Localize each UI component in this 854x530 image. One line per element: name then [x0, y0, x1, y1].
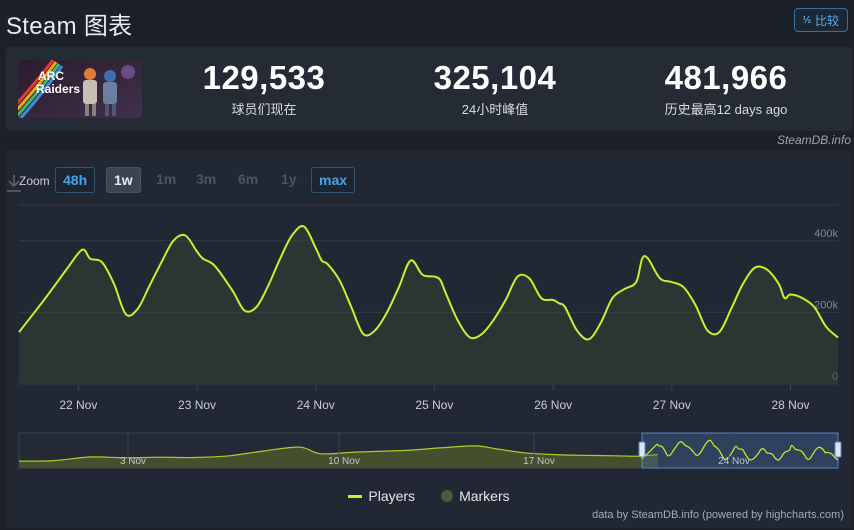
- navigator[interactable]: 3 Nov 10 Nov 17 Nov 24 Nov: [18, 432, 842, 469]
- legend-players-swatch: [348, 494, 363, 498]
- stat-current-value: 129,533: [202, 59, 326, 96]
- stat-24h-peak-value: 325,104: [433, 59, 557, 96]
- chart-panel: Zoom 48h 1w 1m 3m 6m 1y max 0 200k 400k 22…: [6, 150, 852, 528]
- legend-markers[interactable]: Markers: [441, 488, 510, 504]
- y-tick-label: 200k: [814, 299, 838, 311]
- x-tick-label: 27 Nov: [653, 398, 691, 412]
- x-tick-label: 28 Nov: [772, 398, 810, 412]
- legend-markers-swatch: [441, 490, 454, 502]
- stat-24h-peak: 325,104 24小时峰值: [395, 59, 595, 118]
- x-tick-label: 25 Nov: [415, 398, 453, 412]
- game-logo[interactable]: ARC Raiders: [18, 60, 142, 118]
- zoom-48h-button[interactable]: 48h: [55, 167, 96, 193]
- page-title: Steam 图表: [6, 13, 133, 40]
- navigator-tick-label: 10 Nov: [328, 456, 360, 467]
- x-tick-label: 26 Nov: [534, 398, 572, 412]
- zoom-3m-button[interactable]: 3m: [196, 171, 217, 187]
- players-area: [19, 226, 838, 384]
- legend-markers-label: Markers: [459, 488, 510, 504]
- x-tick-label: 22 Nov: [59, 398, 97, 412]
- navigator-tick-label: 17 Nov: [523, 456, 555, 467]
- player-chart: 0 200k 400k 22 Nov 23 Nov 24 Nov 25 Nov 26 Nov…: [18, 204, 842, 469]
- zoom-label: Zoom: [19, 174, 50, 188]
- y-tick-label: 400k: [814, 228, 838, 240]
- navigator-line: [18, 445, 658, 462]
- zoom-1m-button[interactable]: 1m: [156, 171, 177, 187]
- footer-credit[interactable]: data by SteamDB.info (powered by highcha…: [592, 509, 844, 521]
- zoom-1w-button[interactable]: 1w: [106, 167, 141, 193]
- x-axis-ticks: 22 Nov 23 Nov 24 Nov 25 Nov 26 Nov 27 Nov 28 N…: [59, 384, 810, 412]
- x-tick-label: 23 Nov: [178, 398, 216, 412]
- compare-icon: ⅓: [802, 14, 811, 26]
- stat-all-time-peak-label: 历史最高12 days ago: [664, 102, 788, 117]
- navigator-tick-label: 3 Nov: [120, 456, 146, 467]
- logo-text-1: ARC: [38, 69, 64, 83]
- chart-grid: [19, 204, 838, 385]
- steamdb-credit[interactable]: SteamDB.info: [776, 133, 851, 147]
- stat-all-time-peak-value: 481,966: [664, 59, 788, 96]
- navigator-handle: [834, 441, 842, 458]
- zoom-max-button[interactable]: max: [311, 167, 356, 193]
- stat-24h-peak-label: 24小时峰值: [461, 102, 529, 117]
- game-logo-art: ARC Raiders: [18, 60, 142, 118]
- navigator-selection: [641, 432, 839, 469]
- stat-current: 129,533 球员们现在: [164, 59, 364, 118]
- zoom-1y-button[interactable]: 1y: [281, 171, 297, 187]
- legend-players-label: Players: [368, 488, 416, 504]
- legend-players[interactable]: Players: [348, 488, 415, 504]
- navigator-tick-label: 24 Nov: [718, 456, 750, 467]
- stat-all-time-peak: 481,966 历史最高12 days ago: [626, 59, 826, 118]
- navigator-selection-line: [641, 439, 839, 461]
- stat-current-label: 球员们现在: [231, 102, 297, 117]
- stats-panel: ARC Raiders 129,533 球员们现在 325,104 24小时峰值…: [6, 47, 852, 131]
- compare-label: 比较: [814, 13, 839, 28]
- y-axis-ticks: 0 200k 400k: [814, 228, 838, 383]
- zoom-6m-button[interactable]: 6m: [238, 171, 259, 187]
- compare-button[interactable]: ⅓ 比较: [793, 8, 848, 32]
- navigator-area: [19, 445, 658, 468]
- download-icon[interactable]: [6, 173, 22, 193]
- logo-text-2: Raiders: [36, 82, 80, 96]
- navigator-handle: [638, 441, 646, 458]
- chart-legend: Players Markers: [6, 488, 852, 504]
- y-tick-label: 0: [832, 371, 838, 383]
- x-tick-label: 24 Nov: [297, 398, 335, 412]
- players-line: [18, 225, 839, 341]
